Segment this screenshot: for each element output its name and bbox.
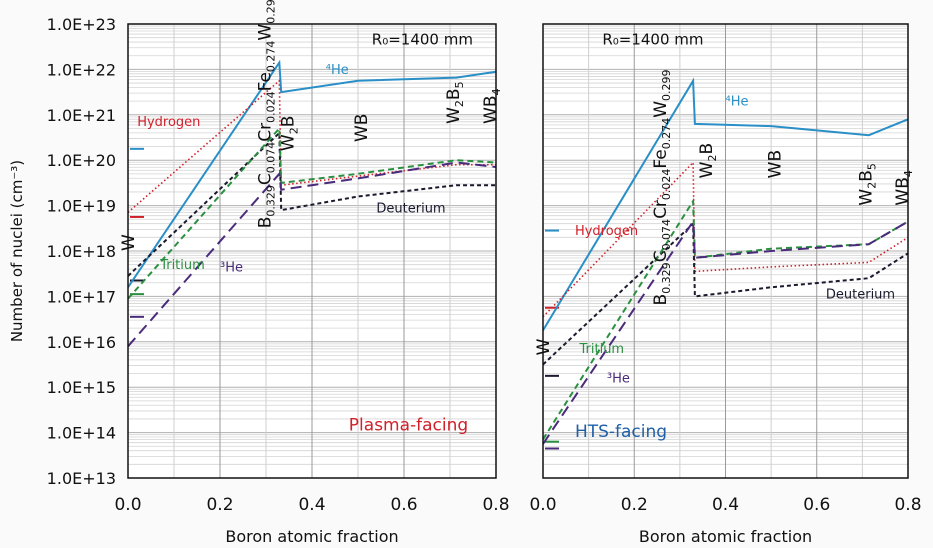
x-tick-label: 0.4	[298, 495, 325, 515]
y-tick-label: 1.0E+20	[47, 151, 116, 170]
x-tick-label: 0.8	[482, 495, 509, 515]
y-tick-label: 1.0E+15	[47, 378, 116, 397]
y-tick-label: 1.0E+16	[47, 333, 116, 352]
compound-label: WB	[765, 150, 785, 178]
x-tick-label: 0.6	[390, 495, 417, 515]
panel-right: 0.0 0.2 0.4 0.6 0.8 Boron atomic fraction ⁴He H…	[529, 23, 922, 546]
x-axis-label: Boron atomic fraction	[639, 527, 812, 546]
compound-label: W2​B	[279, 116, 301, 151]
x-tick-label: 0.2	[621, 495, 648, 515]
plot-frame	[542, 23, 909, 479]
series-label-4He: ⁴He	[726, 95, 749, 110]
y-tick-label: 1.0E+17	[47, 287, 116, 306]
x-tick-label: 0.4	[712, 495, 739, 515]
compound-label: W2​B	[697, 143, 719, 178]
y-tick-label: 1.0E+23	[47, 15, 116, 34]
x-tick-label: 0.0	[529, 495, 556, 515]
compound-label: W	[534, 338, 554, 355]
r0-annotation: R₀=1400 mm	[372, 30, 473, 48]
series-label-3He: ³He	[607, 372, 630, 387]
plot-frame	[127, 23, 497, 479]
compound-label: W	[119, 234, 139, 251]
x-tick-label: 0.6	[803, 495, 830, 515]
r0-annotation: R₀=1400 mm	[602, 30, 703, 48]
y-tick-label: 1.0E+22	[47, 60, 116, 79]
x-tick-label: 0.0	[114, 495, 141, 515]
series-line-3He	[542, 218, 909, 445]
panel-left: 0.0 0.2 0.4 0.6 0.8 1.0E+13 1.0E+14 1.0E+15 1.0E…	[8, 0, 510, 546]
series-line-Deuterium	[542, 221, 909, 366]
series-label-4He: ⁴He	[326, 63, 349, 78]
y-tick-label: 1.0E+21	[47, 106, 116, 125]
y-axis-label: Number of nuclei (cm⁻³)	[8, 160, 26, 342]
series-label-Deuterium: Deuterium	[826, 288, 895, 303]
region-label: HTS-facing	[575, 422, 667, 442]
compound-label: B0.329​C0.074​Cr0.024​Fe0.274​W0.299​	[256, 0, 278, 228]
compound-label: W2​B5​	[857, 163, 879, 205]
series-line-4He	[542, 77, 909, 331]
series-label-Hydrogen: Hydrogen	[137, 115, 200, 130]
series-label-Tritium: Tritium	[579, 342, 625, 357]
compound-label: WB	[352, 114, 372, 142]
y-tick-label: 1.0E+13	[47, 469, 116, 488]
x-tick-label: 0.2	[206, 495, 233, 515]
compound-label: W2​B5​	[444, 81, 466, 123]
compound-label: B0.329​C0.074​Cr0.024​Fe0.274​W0.299​	[651, 69, 673, 305]
y-tick-label: 1.0E+14	[47, 424, 116, 443]
series-line-Deuterium	[127, 130, 496, 277]
x-tick-label: 0.8	[894, 495, 921, 515]
series-line-3He	[127, 161, 497, 347]
series-label-3He: ³He	[220, 260, 243, 275]
x-axis-label: Boron atomic fraction	[225, 527, 398, 546]
y-tick-label: 1.0E+19	[47, 197, 116, 216]
series-line-Tritium	[127, 125, 497, 300]
series-label-Deuterium: Deuterium	[376, 201, 445, 216]
series-label-Hydrogen: Hydrogen	[575, 224, 638, 239]
series-line-4He	[127, 59, 497, 288]
region-label: Plasma-facing	[349, 415, 468, 435]
series-label-Tritium: Tritium	[159, 258, 205, 273]
y-tick-label: 1.0E+18	[47, 242, 116, 261]
